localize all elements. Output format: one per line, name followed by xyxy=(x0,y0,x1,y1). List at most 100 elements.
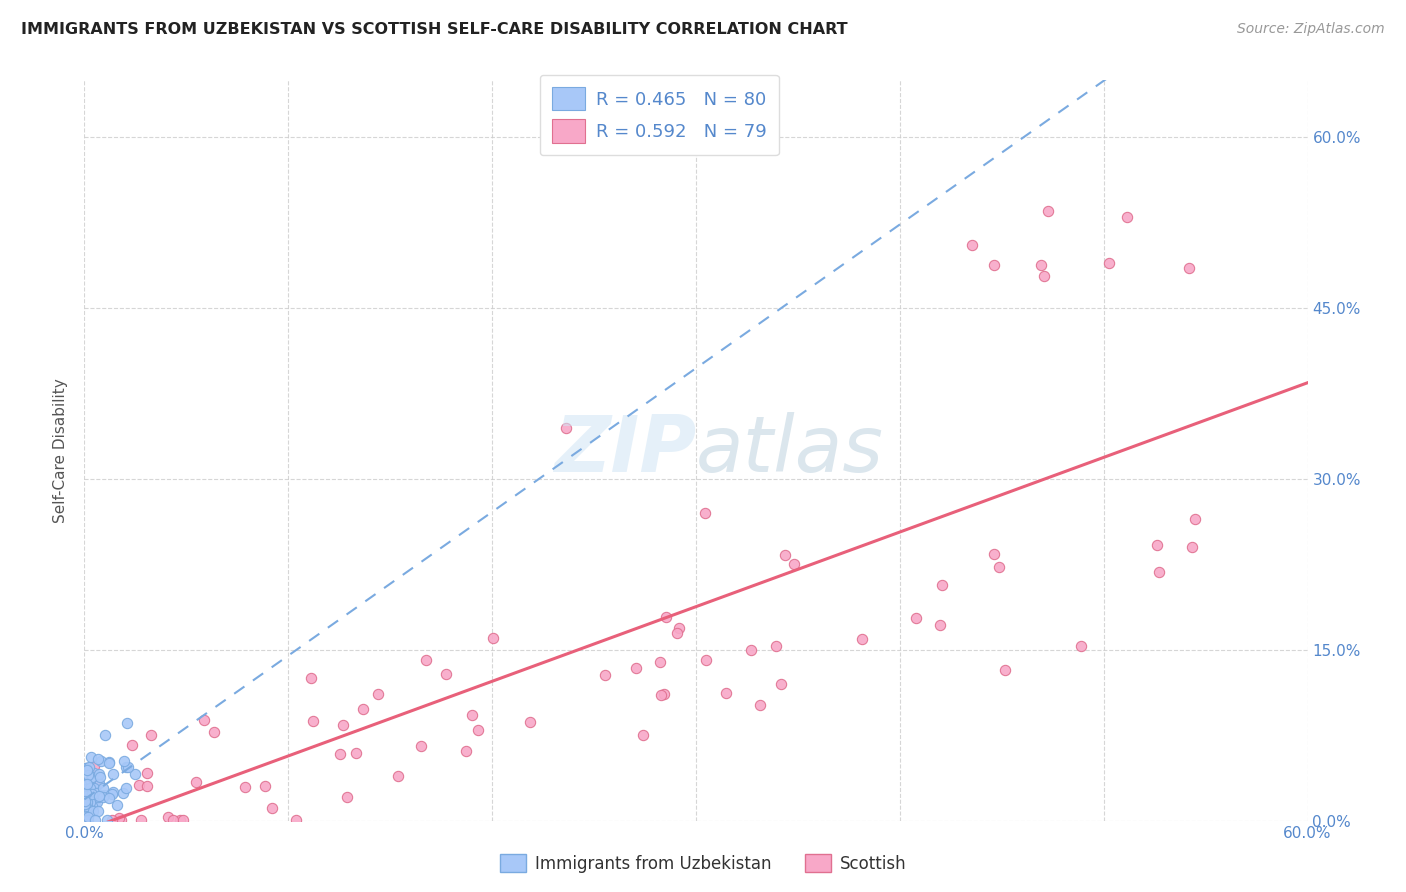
Point xyxy=(73,813,96,827)
Point xyxy=(409,739,432,753)
Point xyxy=(1070,640,1092,654)
Point xyxy=(83,813,105,827)
Point xyxy=(86,752,108,766)
Point xyxy=(75,789,97,804)
Point xyxy=(740,642,762,657)
Point xyxy=(76,813,98,827)
Point xyxy=(193,713,215,727)
Point xyxy=(73,787,96,801)
Point xyxy=(105,798,128,813)
Point xyxy=(765,639,787,653)
Point xyxy=(994,663,1017,677)
Point xyxy=(90,754,112,768)
Point xyxy=(83,780,105,795)
Point xyxy=(76,813,98,827)
Point xyxy=(299,671,322,685)
Point xyxy=(110,813,132,827)
Point xyxy=(336,790,359,805)
Point xyxy=(97,756,120,770)
Legend: Immigrants from Uzbekistan, Scottish: Immigrants from Uzbekistan, Scottish xyxy=(494,847,912,880)
Point xyxy=(76,797,98,812)
Point xyxy=(80,799,103,814)
Point xyxy=(77,784,100,798)
Y-axis label: Self-Care Disability: Self-Care Disability xyxy=(53,378,69,523)
Point xyxy=(655,610,678,624)
Point xyxy=(929,617,952,632)
Point xyxy=(73,791,96,805)
Point xyxy=(87,775,110,789)
Point xyxy=(80,789,103,804)
Point xyxy=(73,786,96,800)
Point xyxy=(80,786,103,800)
Point xyxy=(233,780,256,794)
Point xyxy=(75,813,97,827)
Point xyxy=(76,763,98,777)
Point xyxy=(75,782,97,797)
Point xyxy=(387,769,409,783)
Point xyxy=(1178,261,1201,276)
Point xyxy=(124,767,146,781)
Point xyxy=(112,754,135,768)
Point xyxy=(75,793,97,807)
Point xyxy=(96,813,118,827)
Point xyxy=(1115,210,1137,224)
Point xyxy=(367,687,389,701)
Point xyxy=(329,747,352,761)
Point xyxy=(650,688,672,702)
Point xyxy=(1033,269,1056,284)
Point xyxy=(960,238,983,252)
Point xyxy=(1146,538,1168,552)
Point xyxy=(905,611,928,625)
Point xyxy=(84,778,107,792)
Point xyxy=(115,760,138,774)
Point xyxy=(983,258,1005,272)
Point xyxy=(285,813,308,827)
Point xyxy=(1038,204,1060,219)
Point xyxy=(91,790,114,805)
Point xyxy=(75,813,97,827)
Point xyxy=(98,791,121,805)
Point xyxy=(624,661,647,675)
Point xyxy=(141,728,163,742)
Point xyxy=(467,723,489,737)
Point xyxy=(352,701,374,715)
Point xyxy=(77,767,100,781)
Point xyxy=(75,787,97,801)
Point xyxy=(76,799,98,814)
Point xyxy=(665,625,688,640)
Point xyxy=(101,785,124,799)
Point xyxy=(83,765,105,780)
Point xyxy=(79,781,101,796)
Point xyxy=(101,813,124,827)
Point xyxy=(77,810,100,824)
Point xyxy=(302,714,325,729)
Point xyxy=(82,804,104,818)
Point xyxy=(107,811,129,825)
Point xyxy=(1149,565,1171,579)
Point xyxy=(86,795,108,809)
Point xyxy=(652,687,675,701)
Point xyxy=(162,813,184,827)
Point xyxy=(91,780,114,795)
Point xyxy=(415,653,437,667)
Point xyxy=(76,795,98,809)
Point xyxy=(1098,255,1121,269)
Point xyxy=(76,800,98,814)
Point xyxy=(77,785,100,799)
Point xyxy=(775,549,797,563)
Point xyxy=(461,707,484,722)
Point xyxy=(75,761,97,775)
Point xyxy=(73,794,96,808)
Point xyxy=(129,813,152,827)
Point xyxy=(80,787,103,801)
Point xyxy=(554,420,576,434)
Point xyxy=(84,796,107,810)
Point xyxy=(172,813,194,827)
Text: ZIP: ZIP xyxy=(554,412,696,489)
Point xyxy=(851,632,873,646)
Point xyxy=(931,577,953,591)
Point xyxy=(79,800,101,814)
Point xyxy=(115,781,138,796)
Point xyxy=(128,778,150,792)
Point xyxy=(770,677,793,691)
